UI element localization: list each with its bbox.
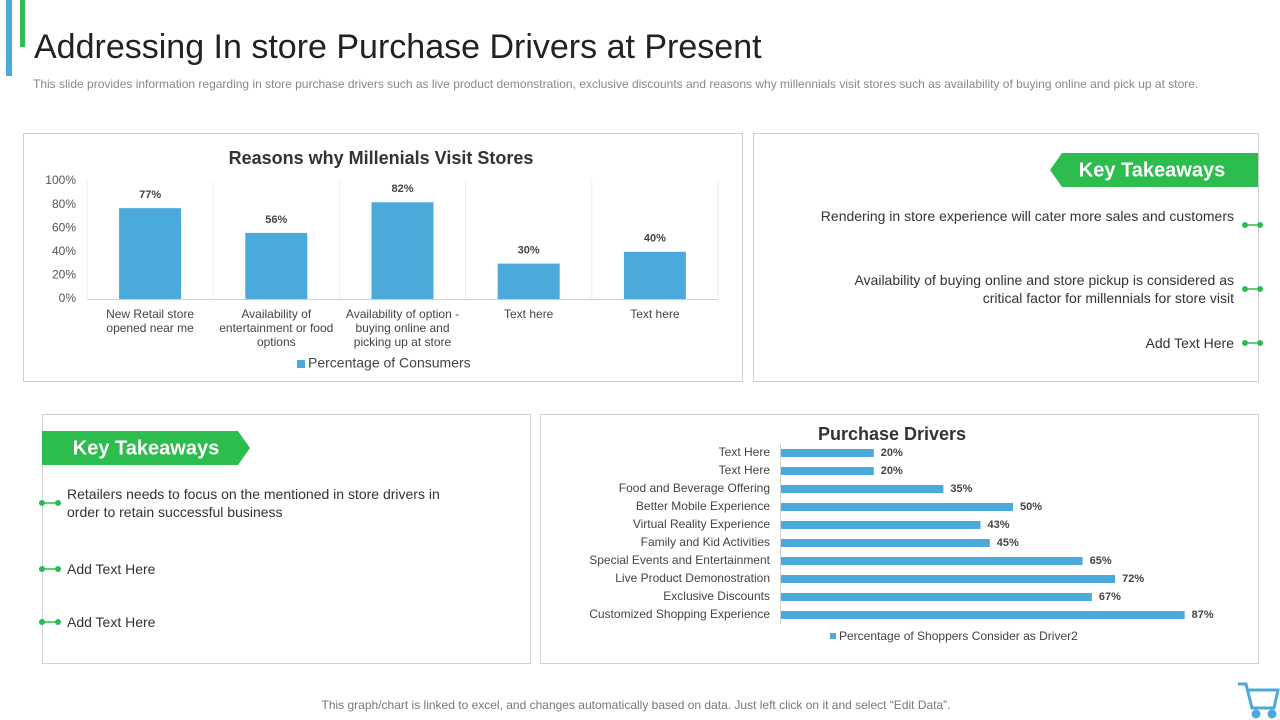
data-label: 35% [950,483,972,495]
cart-icon [1238,682,1280,719]
data-label: 65% [1090,555,1112,567]
takeaway-text: Availability of buying online and store … [854,272,1234,306]
data-label: 20% [881,447,903,459]
data-label: 77% [139,189,161,201]
data-label: 87% [1192,609,1214,621]
bullet-icon [1242,286,1248,292]
accent-bar [20,0,25,47]
y-tick-label: Food and Beverage Offering [619,481,770,495]
bullet-icon [55,619,61,625]
data-label: 56% [265,214,287,226]
legend-label: Percentage of Consumers [308,355,471,371]
banner [1050,153,1258,187]
bullet-icon [1242,222,1248,228]
y-tick-label: 100% [45,173,76,187]
bar [781,539,990,547]
takeaway-text: Retailers needs to focus on the mentione… [67,486,440,520]
takeaway-text: Rendering in store experience will cater… [820,208,1234,224]
y-tick-label: Exclusive Discounts [663,589,770,603]
data-label: 82% [391,183,413,195]
panel [42,414,531,664]
bar [781,485,944,493]
x-tick-label: Text here [504,307,554,321]
bullet-icon [55,566,61,572]
bullet-icon [55,500,61,506]
bar [781,611,1185,619]
legend-swatch [297,360,305,368]
data-label: 43% [988,519,1010,531]
data-label: 45% [997,537,1019,549]
takeaway-text: Add Text Here [67,561,156,577]
chart-title: Reasons why Millenials Visit Stores [229,148,534,168]
x-tick-label: Availability of entertainment or food op… [219,307,334,349]
y-tick-label: 20% [52,268,76,282]
y-tick-label: Better Mobile Experience [636,499,770,513]
bullet-icon [39,566,45,572]
takeaway-text: Add Text Here [67,614,156,630]
footer-note: This graph/chart is linked to excel, and… [322,698,951,712]
bullet-icon [1257,222,1263,228]
y-tick-label: Family and Kid Activities [641,535,770,549]
y-tick-label: 80% [52,197,76,211]
panel [753,133,1259,382]
bullet-icon [39,619,45,625]
accent-bar [6,0,12,76]
y-tick-label: 40% [52,244,76,258]
chart-title: Purchase Drivers [818,424,966,444]
y-tick-label: Customized Shopping Experience [589,607,770,621]
x-tick-label: Availability of option - buying online a… [345,307,460,349]
bar [781,575,1116,583]
bar [497,263,560,299]
panel [540,414,1259,664]
bar [371,202,434,299]
data-label: 40% [644,233,666,245]
panel [23,133,743,382]
bar [781,521,981,529]
bar [781,449,874,457]
takeaway-text: Add Text Here [1145,335,1234,351]
data-label: 50% [1020,501,1042,513]
bar [781,593,1092,601]
bullet-icon [39,500,45,506]
data-label: 20% [881,465,903,477]
legend-swatch [830,633,836,639]
legend-label: Percentage of Shoppers Consider as Drive… [839,629,1078,643]
data-label: 30% [518,245,540,257]
banner-title: Key Takeaways [73,437,219,459]
x-tick-label: Text here [630,307,680,321]
y-tick-label: Live Product Demonostration [615,571,770,585]
bullet-icon [1242,340,1248,346]
bar [781,557,1083,565]
y-tick-label: Text Here [719,463,771,477]
y-tick-label: 0% [59,291,77,305]
banner [42,431,250,465]
bullet-icon [1257,286,1263,292]
bar [245,232,308,299]
y-tick-label: 60% [52,220,76,234]
x-tick-label: New Retail store opened near me [106,307,195,335]
bar [781,503,1013,511]
bar [623,251,686,299]
y-tick-label: Virtual Reality Experience [633,517,771,531]
bar [781,467,874,475]
bar [119,208,182,299]
slide-subtitle: This slide provides information regardin… [33,77,1199,91]
banner-title: Key Takeaways [1079,159,1225,181]
slide-title: Addressing In store Purchase Drivers at … [34,28,762,66]
y-tick-label: Text Here [719,445,771,459]
data-label: 72% [1122,573,1144,585]
data-label: 67% [1099,591,1121,603]
bullet-icon [1257,340,1263,346]
y-tick-label: Special Events and Entertainment [589,553,770,567]
